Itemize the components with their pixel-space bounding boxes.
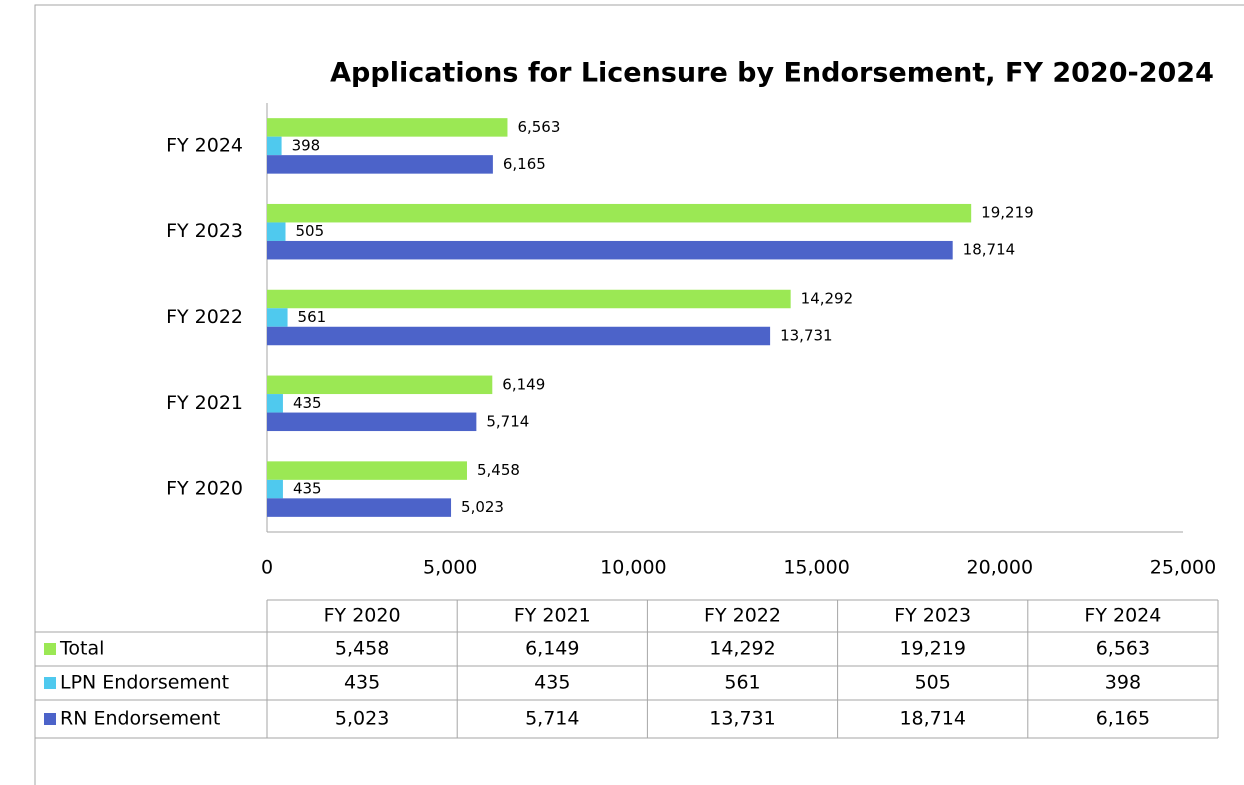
table-cell: 398 (1105, 672, 1141, 694)
bar (267, 412, 477, 432)
legend-swatch (44, 643, 56, 655)
legend-swatch (44, 713, 56, 725)
y-tick-label: FY 2022 (166, 306, 243, 328)
frame (34, 4, 1244, 785)
table-cell: 5,714 (525, 708, 579, 730)
data-label: 398 (292, 136, 321, 154)
table-cell: 435 (344, 672, 380, 694)
table-cell: 435 (534, 672, 570, 694)
data-label: 5,714 (486, 412, 529, 430)
bar (267, 203, 972, 223)
table-cell: 6,165 (1096, 708, 1150, 730)
bar (267, 222, 286, 241)
bar (267, 461, 467, 480)
data-label: 6,149 (502, 375, 545, 393)
data-label: 505 (296, 222, 325, 240)
table-cell: 505 (915, 672, 951, 694)
data-label: 18,714 (963, 241, 1016, 259)
bar (267, 240, 953, 260)
x-tick-label: 25,000 (1150, 557, 1216, 579)
x-tick-label: 20,000 (967, 557, 1033, 579)
y-tick-label: FY 2023 (166, 220, 243, 242)
table-header: FY 2023 (894, 605, 971, 627)
bar (267, 289, 791, 309)
table-cell: 561 (724, 672, 760, 694)
data-label: 435 (293, 480, 322, 498)
bar (267, 155, 493, 174)
y-tick-label: FY 2021 (166, 392, 243, 414)
legend-label: LPN Endorsement (60, 672, 229, 694)
x-tick-label: 0 (261, 557, 273, 579)
data-label: 5,023 (461, 498, 504, 516)
bar (267, 479, 283, 499)
table-cell: 19,219 (899, 638, 965, 660)
data-label: 19,219 (981, 204, 1033, 222)
x-tick-label: 10,000 (600, 557, 666, 579)
data-label: 13,731 (780, 327, 833, 345)
data-label: 6,165 (503, 155, 546, 173)
table-header: FY 2020 (324, 605, 401, 627)
table-header: FY 2021 (514, 605, 591, 627)
x-tick-label: 5,000 (423, 557, 477, 579)
bar (267, 136, 282, 156)
data-label: 14,292 (801, 290, 854, 308)
legend-label: Total (59, 638, 104, 660)
data-label: 6,563 (517, 118, 560, 136)
table-cell: 14,292 (709, 638, 775, 660)
legend-swatch (44, 677, 56, 689)
table-cell: 5,023 (335, 708, 389, 730)
bar (267, 326, 771, 346)
data-label: 435 (293, 394, 322, 412)
table-cell: 5,458 (335, 638, 389, 660)
bar (267, 118, 508, 137)
table-cell: 6,149 (525, 638, 579, 660)
y-tick-label: FY 2020 (166, 478, 243, 500)
table-cell: 18,714 (899, 708, 965, 730)
bar (267, 375, 493, 395)
data-label: 561 (298, 308, 327, 326)
table-header: FY 2024 (1084, 605, 1161, 627)
chart-title: Applications for Licensure by Endorsemen… (330, 58, 1214, 89)
bar (267, 498, 452, 517)
table-cell: 13,731 (709, 708, 775, 730)
table-cell: 6,563 (1096, 638, 1150, 660)
x-tick-label: 15,000 (783, 557, 849, 579)
legend-label: RN Endorsement (60, 708, 220, 730)
table-header: FY 2022 (704, 605, 781, 627)
y-tick-label: FY 2024 (166, 134, 243, 156)
bar (267, 394, 283, 413)
bar (267, 308, 288, 327)
data-label: 5,458 (477, 461, 520, 479)
